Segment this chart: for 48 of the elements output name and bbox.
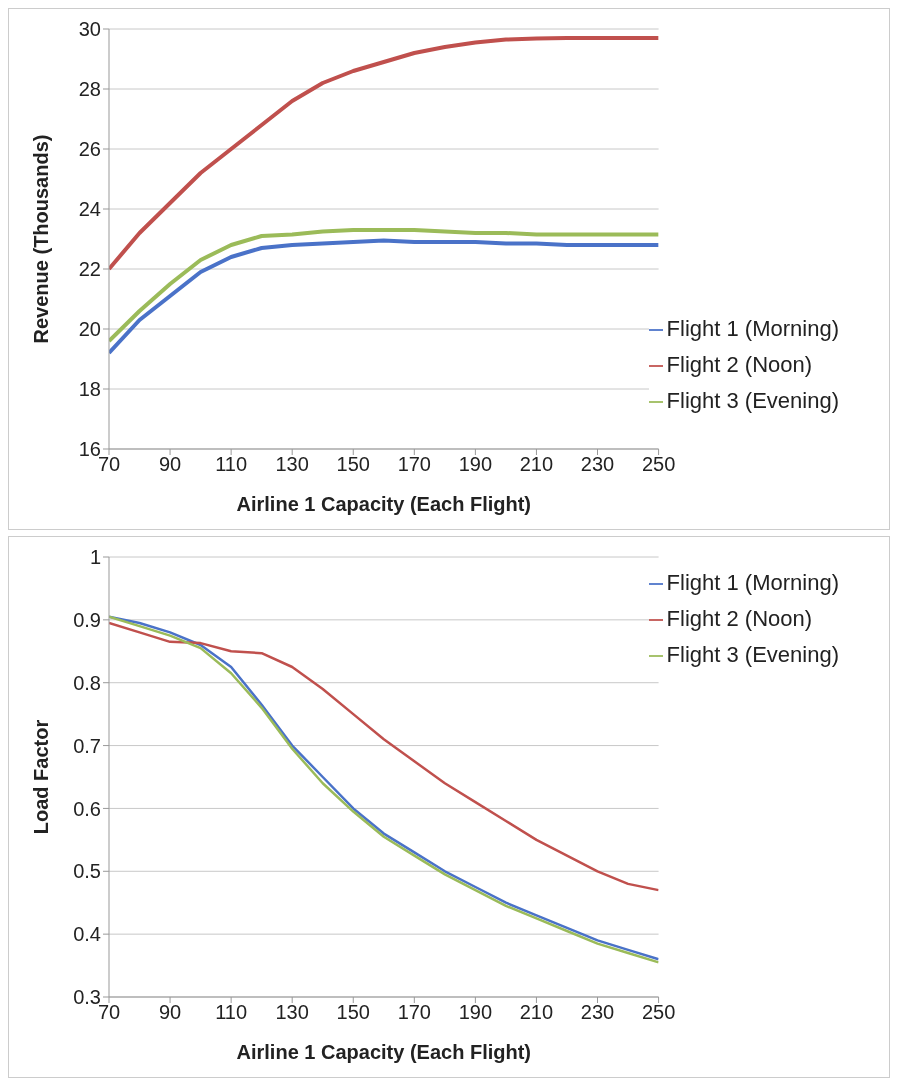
x-tick-label: 90 (158, 453, 182, 476)
y-tick-label: 28 (78, 78, 101, 101)
y-axis-title: Revenue (Thousands) (30, 134, 53, 344)
x-axis-title: Airline 1 Capacity (Each Flight) (236, 493, 532, 515)
x-tick-label: 150 (336, 1001, 370, 1024)
x-tick-label: 90 (158, 1001, 182, 1024)
x-tick-label: 110 (215, 1001, 248, 1024)
y-tick-label: 0.3 (73, 986, 101, 1009)
y-tick-label: 20 (78, 318, 101, 341)
x-tick-label: 170 (397, 453, 432, 476)
x-tick-label: 230 (580, 453, 615, 476)
x-tick-label: 190 (458, 453, 493, 476)
y-tick-label: 30 (78, 18, 101, 41)
line-series (109, 228, 659, 343)
x-tick-label: 130 (275, 1001, 309, 1024)
x-tick-label: 230 (580, 1001, 615, 1024)
y-tick-label: 0.8 (73, 671, 101, 694)
y-tick-label: 24 (78, 198, 101, 221)
legend-label: Flight 3 (Evening) (666, 388, 839, 413)
y-tick-label: 0.6 (73, 797, 101, 820)
x-tick-label: 150 (336, 453, 370, 476)
legend-label: Flight 1 (Morning) (666, 316, 839, 341)
y-tick-label: 1 (89, 546, 101, 569)
y-tick-label: 0.4 (73, 923, 101, 946)
x-tick-label: 210 (519, 1001, 554, 1024)
legend-label: Flight 2 (Noon) (666, 606, 813, 631)
y-tick-label: 0.7 (73, 734, 101, 757)
legend-label: Flight 3 (Evening) (666, 642, 839, 667)
x-tick-label: 170 (397, 1001, 432, 1024)
x-axis-title: Airline 1 Capacity (Each Flight) (236, 1041, 532, 1063)
line-series (109, 621, 659, 892)
legend-label: Flight 1 (Morning) (666, 570, 839, 595)
x-tick-label: 250 (641, 1001, 676, 1024)
y-tick-label: 26 (78, 138, 101, 161)
x-tick-label: 110 (215, 453, 248, 476)
x-tick-label: 210 (519, 453, 554, 476)
x-tick-label: 190 (458, 1001, 493, 1024)
y-tick-label: 0.9 (73, 608, 101, 631)
line-series (109, 238, 659, 355)
y-tick-label: 18 (78, 378, 101, 401)
y-tick-label: 16 (78, 438, 101, 461)
line-series (109, 36, 659, 271)
y-tick-label: 22 (78, 258, 101, 281)
x-tick-label: 250 (641, 453, 676, 476)
y-axis-title: Load Factor (30, 719, 53, 835)
x-tick-label: 130 (275, 453, 309, 476)
y-tick-label: 0.5 (73, 860, 101, 883)
legend-label: Flight 2 (Noon) (666, 352, 813, 377)
